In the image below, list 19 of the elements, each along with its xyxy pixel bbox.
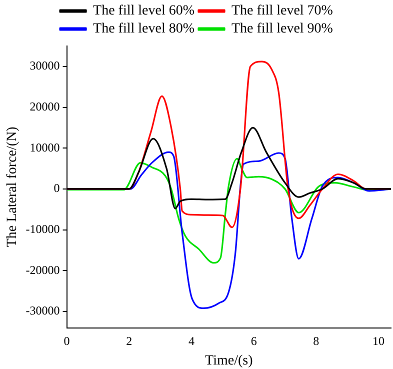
x-tick-label: 6 <box>250 334 257 348</box>
x-tick-label: 4 <box>188 334 194 348</box>
legend-label: The fill level 60% <box>93 4 195 19</box>
y-tick-label: 20000 <box>30 99 60 114</box>
y-tick-label: -10000 <box>26 222 60 236</box>
y-tick-label: 30000 <box>30 58 60 73</box>
x-tick-label: 8 <box>313 334 320 348</box>
legend-label: The fill level 80% <box>93 22 195 37</box>
legend-label: The fill level 70% <box>232 4 334 19</box>
x-tick-label: 10 <box>372 334 385 348</box>
x-tick-label: 0 <box>64 334 70 348</box>
x-tick-label: 2 <box>126 334 132 348</box>
y-axis-title: The Lateral force/(N) <box>5 126 20 248</box>
y-tick-label: 10000 <box>30 140 60 154</box>
y-tick-label: -30000 <box>26 304 60 318</box>
y-tick-label: 0 <box>54 181 60 196</box>
x-axis-title: Time/(s) <box>205 353 254 368</box>
y-tick-label: -20000 <box>26 262 60 277</box>
legend-label: The fill level 90% <box>232 22 334 37</box>
